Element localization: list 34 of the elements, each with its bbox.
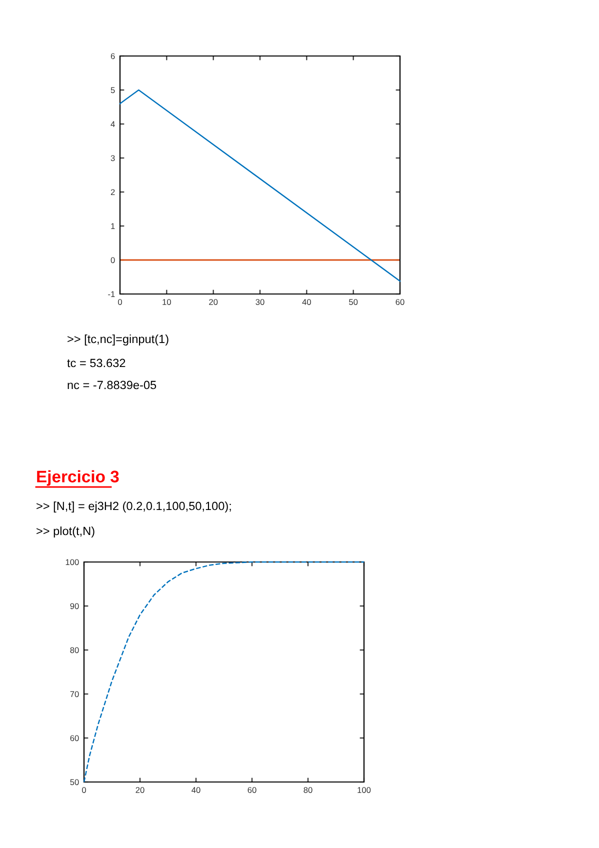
x-tick-label: 20 bbox=[209, 299, 218, 305]
x-tick-label: 40 bbox=[192, 787, 200, 793]
y-tick-label: 2 bbox=[110, 189, 115, 196]
y-tick-label: -1 bbox=[108, 291, 115, 298]
y-tick-label: 4 bbox=[110, 121, 115, 128]
text: >> plot(t,N) bbox=[36, 526, 94, 538]
line-series bbox=[83, 561, 365, 783]
text: nc = -7.8839e-05 bbox=[68, 380, 156, 390]
text: tc = 53.632 bbox=[67, 358, 126, 368]
y-tick-label: 0 bbox=[110, 257, 115, 264]
x-tick-label: 30 bbox=[256, 299, 264, 305]
x-tick-label: 0 bbox=[118, 299, 122, 305]
y-tick-label: 3 bbox=[110, 155, 115, 162]
x-tick-label: 50 bbox=[349, 299, 358, 305]
text: >> [tc,nc]=ginput(1) bbox=[68, 334, 168, 346]
x-tick-label: 60 bbox=[396, 299, 404, 305]
y-tick-label: 100 bbox=[66, 559, 79, 566]
x-tick-label: 10 bbox=[162, 299, 171, 305]
chart-title: Ejercicio 3 bbox=[37, 470, 119, 486]
y-tick-label: 6 bbox=[110, 53, 115, 60]
y-tick-label: 60 bbox=[70, 735, 79, 742]
x-tick-label: 100 bbox=[358, 787, 371, 793]
y-tick-label: 70 bbox=[70, 691, 79, 698]
y-tick-label: 80 bbox=[70, 647, 79, 654]
text: >> [N,t] = ej3H2 (0.2,0.1,100,50,100); bbox=[36, 501, 231, 513]
x-tick-label: 40 bbox=[302, 299, 311, 305]
x-tick-label: 20 bbox=[136, 787, 144, 793]
y-tick-label: 90 bbox=[70, 603, 79, 610]
x-tick-label: 60 bbox=[248, 787, 256, 793]
x-tick-label: 80 bbox=[304, 787, 312, 793]
y-tick-label: 1 bbox=[111, 223, 115, 230]
y-tick-label: 5 bbox=[110, 87, 115, 94]
x-tick-label: 0 bbox=[82, 787, 86, 793]
y-tick-label: 50 bbox=[70, 779, 79, 786]
